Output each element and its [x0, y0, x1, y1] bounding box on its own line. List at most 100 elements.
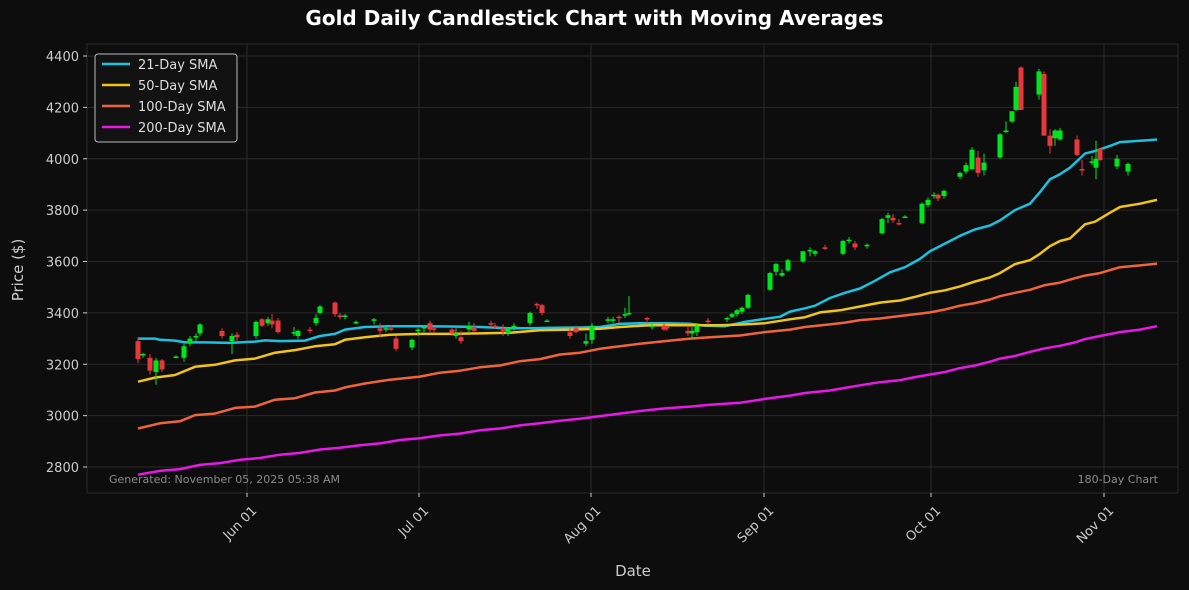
x-tick-label: Aug 01	[561, 504, 604, 547]
candle-up	[605, 316, 611, 324]
candle-down	[890, 213, 896, 223]
candle-up	[466, 321, 472, 333]
candle-up	[583, 333, 589, 347]
candle-up	[313, 314, 319, 326]
candle-down	[685, 325, 691, 336]
candle-down	[307, 327, 313, 334]
candle-up	[1052, 129, 1058, 146]
sma-lines	[137, 138, 1158, 476]
legend: 21-Day SMA 50-Day SMA 100-Day SMA 200-Day S…	[94, 53, 238, 143]
candle-down	[219, 328, 225, 339]
candle-up	[1114, 154, 1120, 170]
legend-label: 100-Day SMA	[138, 100, 226, 115]
candle-down	[644, 316, 650, 324]
candle-down	[377, 323, 383, 338]
sma50-line	[137, 198, 1158, 383]
candle-up	[1013, 81, 1019, 112]
generated-timestamp: Generated: November 05, 2025 05:38 AM	[109, 473, 340, 486]
candle-up	[729, 312, 735, 319]
candle-down	[275, 318, 281, 334]
candle-down	[431, 327, 437, 334]
candle-up	[453, 328, 459, 339]
candle-down	[661, 323, 667, 331]
candle-up	[622, 307, 628, 319]
candle-down	[705, 318, 711, 325]
x-tick-label: Sep 01	[735, 504, 778, 547]
candle-up	[173, 355, 179, 359]
candle-up	[197, 323, 203, 336]
candle-up	[353, 320, 359, 325]
candle-up	[544, 319, 550, 323]
candle-up	[785, 258, 791, 272]
y-axis-label: Price ($)	[9, 239, 27, 302]
x-tick-label: Jun 01	[220, 504, 260, 544]
candle-up	[317, 305, 323, 315]
x-axis-label: Date	[615, 562, 651, 580]
candle-up	[800, 251, 806, 263]
legend-label: 50-Day SMA	[138, 79, 218, 94]
candle-up	[981, 153, 987, 176]
candle-up	[734, 309, 740, 317]
candle-up	[694, 323, 700, 336]
candle-up	[415, 328, 421, 336]
candle-up	[941, 189, 947, 199]
candle-down	[337, 312, 343, 320]
candle-up	[812, 249, 818, 257]
candle-up	[1057, 127, 1063, 141]
candle-down	[896, 219, 902, 226]
candle-up	[409, 338, 415, 351]
candle-down	[852, 240, 858, 250]
candle-up	[181, 343, 187, 362]
candle-up	[383, 327, 389, 333]
candle-down	[573, 325, 579, 334]
legend-label: 200-Day SMA	[138, 121, 226, 136]
candle-up	[902, 215, 908, 219]
candle-up	[864, 243, 870, 249]
candle-up	[969, 147, 975, 171]
y-tick-label: 3200	[46, 358, 79, 373]
chart-window-label: 180-Day Chart	[1078, 473, 1159, 486]
sma21-line	[138, 138, 1158, 345]
candle-down	[427, 320, 433, 333]
candle-down	[488, 320, 494, 328]
y-tick-label: 3400	[46, 307, 79, 322]
candle-up	[1036, 68, 1042, 100]
candle-up	[957, 171, 963, 180]
y-tick-label: 3000	[46, 410, 79, 425]
y-tick-label: 4200	[46, 101, 79, 116]
chart-title: Gold Daily Candlestick Chart with Moving…	[305, 6, 884, 30]
candle-down	[393, 335, 399, 352]
candle-up	[925, 197, 931, 208]
candle-up	[626, 296, 632, 316]
y-tick-label: 3800	[46, 204, 79, 219]
candle-down	[135, 337, 141, 363]
candle-up	[779, 269, 785, 277]
candle-up	[1003, 121, 1009, 134]
candle-up	[1093, 140, 1099, 180]
sma100-line	[137, 262, 1158, 430]
candle-up	[589, 323, 595, 344]
candle-up	[879, 217, 885, 235]
y-tick-label: 3600	[46, 256, 79, 271]
legend-label: 21-Day SMA	[138, 58, 218, 73]
candle-up	[527, 311, 533, 326]
candle-up	[421, 325, 427, 333]
candle-down	[449, 328, 455, 336]
candle-down	[234, 332, 240, 342]
candle-up	[689, 327, 695, 339]
candle-up	[767, 271, 773, 292]
x-tick-label: Oct 01	[903, 504, 944, 545]
candlesticks	[135, 66, 1131, 385]
plot-frame	[86, 43, 1179, 494]
candle-up	[610, 316, 616, 324]
candle-up	[649, 323, 655, 330]
candle-down	[1074, 135, 1080, 157]
candle-up	[807, 247, 813, 257]
candle-down	[458, 330, 464, 344]
candle-down	[492, 323, 498, 329]
candle-up	[253, 320, 259, 339]
y-tick-label: 4000	[46, 153, 79, 168]
candle-up	[997, 133, 1003, 159]
candle-up	[931, 192, 937, 199]
candle-up	[846, 237, 852, 244]
